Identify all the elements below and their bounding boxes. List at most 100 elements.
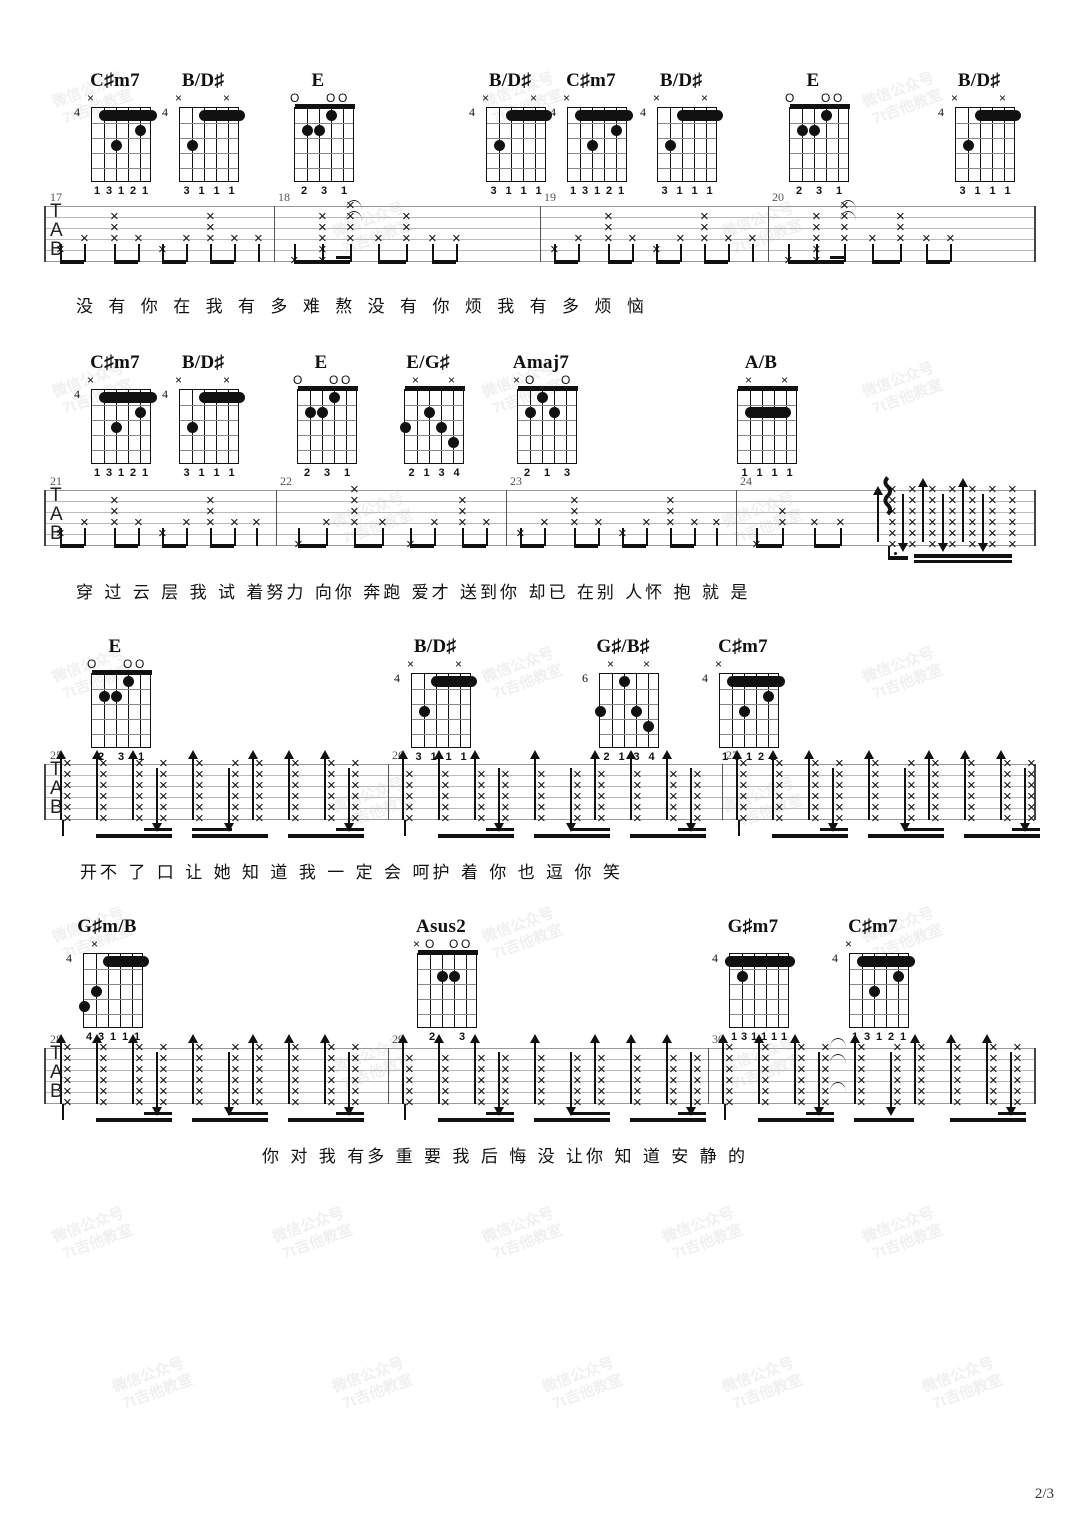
string-markers: × × <box>175 92 239 107</box>
finger-number: 3 <box>118 751 125 763</box>
finger-number: 1 <box>520 185 527 197</box>
beam <box>868 834 944 838</box>
muted-note: × <box>835 799 844 816</box>
note-stem <box>680 244 682 262</box>
staff-line <box>44 501 1036 502</box>
muted-note: × <box>693 1072 702 1089</box>
muted-note: × <box>231 1083 240 1100</box>
muted-note: × <box>953 1039 962 1056</box>
note-stem <box>728 244 730 262</box>
muted-note: × <box>206 514 215 531</box>
open-string-icon: O <box>290 91 300 105</box>
muted-note: × <box>669 1061 678 1078</box>
open-string-icon: O <box>87 657 97 671</box>
muted-note: × <box>739 810 748 827</box>
muted-note: × <box>351 1061 360 1078</box>
finger-number: 1 <box>771 1031 778 1043</box>
finger-dot <box>423 407 435 418</box>
beam <box>520 544 544 548</box>
upstroke-arrow <box>662 750 672 820</box>
muted-note: × <box>1013 1083 1022 1100</box>
beam <box>670 544 694 548</box>
muted-note: × <box>931 755 940 772</box>
muted-note: × <box>888 514 897 531</box>
muted-note: × <box>778 503 787 520</box>
muted-note: × <box>195 1094 204 1111</box>
note-stem <box>622 528 624 546</box>
muted-note: × <box>669 777 678 794</box>
string-markers: × × <box>653 92 717 107</box>
muted-note: × <box>597 1061 606 1078</box>
finger-number: 1 <box>228 185 235 197</box>
note-stem <box>234 528 236 546</box>
muted-note: × <box>441 1061 450 1078</box>
tie <box>840 211 856 221</box>
upstroke-arrow <box>530 750 540 820</box>
finger-number: 2 <box>429 1031 436 1043</box>
muted-note: × <box>967 766 976 783</box>
muted-note: × <box>666 492 675 509</box>
finger-number: 1 <box>142 467 149 479</box>
finger-number: 1 <box>771 467 778 479</box>
muted-note: × <box>346 219 355 236</box>
note-stem <box>814 528 816 546</box>
muted-note: × <box>725 1039 734 1056</box>
muted-note: × <box>1008 503 1017 520</box>
finger-number: 2 <box>408 467 415 479</box>
finger-number: 4 <box>86 1031 93 1043</box>
chord-name: Asus2 <box>415 916 467 937</box>
muted-note: × <box>1027 766 1036 783</box>
muted-note: × <box>797 1094 806 1111</box>
muted-note: × <box>633 799 642 816</box>
string-markers: × × <box>404 374 464 389</box>
tie <box>830 1038 846 1048</box>
note-stem <box>258 244 260 262</box>
muted-note: × <box>857 1050 866 1067</box>
beam <box>534 1118 610 1122</box>
string-markers: × <box>87 374 151 389</box>
muted-note: × <box>967 755 976 772</box>
muted-string-icon: × <box>530 91 538 105</box>
open-string-icon: O <box>123 657 133 671</box>
muted-note: × <box>928 525 937 542</box>
muted-note: × <box>540 514 549 531</box>
beam <box>322 260 350 264</box>
muted-note: × <box>441 799 450 816</box>
finger-dot <box>868 986 880 997</box>
muted-note: × <box>893 1050 902 1067</box>
muted-note: × <box>775 755 784 772</box>
muted-string-icon: × <box>951 91 959 105</box>
open-string-icon: O <box>341 373 351 387</box>
finger-numbers: 2 3 1 <box>789 185 849 201</box>
muted-note: × <box>405 799 414 816</box>
muted-note: × <box>255 1039 264 1056</box>
tab-staff: TAB282930×××××××××××××××××××××××××××××××… <box>44 1032 1036 1122</box>
string-markers: × × <box>951 92 1015 107</box>
barline-end <box>1034 1048 1036 1104</box>
muted-note: × <box>135 1061 144 1078</box>
upstroke-arrow <box>248 750 258 820</box>
muted-note: × <box>63 1050 72 1067</box>
beam <box>608 260 632 264</box>
muted-note: × <box>953 1050 962 1067</box>
note-stem <box>950 244 952 262</box>
muted-note: × <box>441 1050 450 1067</box>
muted-note: × <box>835 755 844 772</box>
muted-note: × <box>63 788 72 805</box>
note-stem <box>456 244 458 262</box>
muted-string-icon: × <box>845 937 853 951</box>
muted-note: × <box>195 810 204 827</box>
beam <box>570 828 610 831</box>
beam <box>144 1112 172 1115</box>
muted-note: × <box>953 1094 962 1111</box>
muted-note: × <box>988 514 997 531</box>
muted-note: × <box>928 503 937 520</box>
muted-note: × <box>231 1072 240 1089</box>
muted-note: × <box>322 514 331 531</box>
muted-note: × <box>63 1094 72 1111</box>
note-stem <box>462 528 464 546</box>
muted-note: × <box>908 525 917 542</box>
